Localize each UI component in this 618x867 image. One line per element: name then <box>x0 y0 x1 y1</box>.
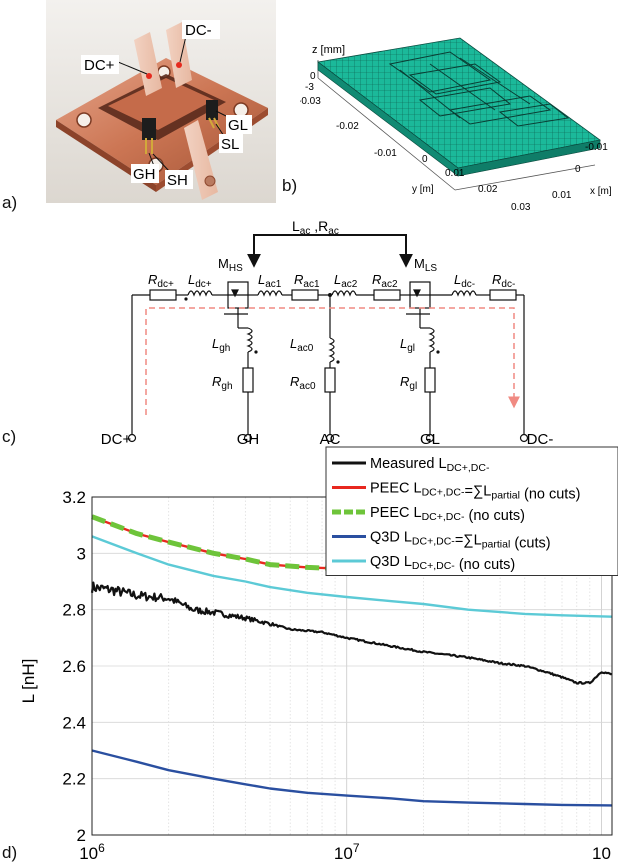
label-rac0: Rac0 <box>290 374 316 392</box>
label-dc-minus: DC- <box>185 22 212 39</box>
label-lac1: Lac1 <box>258 272 282 290</box>
y-tick-label: 2.8 <box>62 601 86 620</box>
label-ldcminus: Ldc- <box>454 272 475 290</box>
resistor-rgl <box>425 368 435 392</box>
label-mhs: MHS <box>218 256 243 274</box>
z-axis-label: z [mm] <box>312 44 345 56</box>
label-dc-plus: DC+ <box>84 57 115 74</box>
label-gl: GL <box>228 117 248 134</box>
resistor-rac1 <box>292 290 318 300</box>
x-tick-label: 107 <box>334 841 360 863</box>
inductor-lac0 <box>330 338 334 362</box>
z-tick-1: -3 <box>305 82 314 93</box>
inductor-lgh <box>248 328 252 352</box>
resistor-rac2 <box>374 290 400 300</box>
inductor-lgl <box>430 328 434 352</box>
chart-legend: Measured LDC+,DC- PEEC LDC+,DC-=∑Lpartial… <box>326 447 618 576</box>
loop-arrow <box>254 235 406 265</box>
resistor-rac0 <box>325 368 335 392</box>
mount-hole <box>77 113 91 127</box>
x-tick-label: 10 <box>592 844 611 863</box>
y-tick-label: 2.6 <box>62 657 86 676</box>
label-rac1: Rac1 <box>294 272 320 290</box>
x-axis-label: x [m] <box>590 186 612 197</box>
y-tick-label: 2.2 <box>62 770 86 789</box>
module-photo: DC+ DC- GL SL GH SH <box>46 0 276 203</box>
inductor-ldcminus <box>452 291 476 295</box>
label-lgl: Lgl <box>400 336 415 354</box>
label-mls: MLS <box>414 256 437 274</box>
inductor-ldcplus <box>188 291 212 295</box>
y-tick-label: 2.4 <box>62 713 86 732</box>
label-ldcplus: Ldc+ <box>188 272 212 290</box>
label-lgh: Lgh <box>212 336 230 354</box>
z-tick-0: 0 <box>310 71 316 82</box>
y-axis-label: y [m] <box>412 184 434 195</box>
mesh-model: z [mm] 0 -3 -0.03 -0.02 -0.01 0 0.01 0.0… <box>300 0 618 215</box>
y-tick-label: 3.2 <box>62 488 86 507</box>
inductor-lac1 <box>258 291 282 295</box>
panel-label-b: b) <box>282 176 297 196</box>
x-tick: -0.01 <box>585 142 608 153</box>
inductance-chart: 2 2.2 2.4 2.6 2.8 3 3.2 106 107 10 f [Hz] L [nH] Me… <box>0 445 618 867</box>
x-tick: 0.01 <box>552 190 572 201</box>
y-tick: -0.01 <box>374 148 397 159</box>
gate-connector-ls <box>206 100 218 120</box>
label-rdcminus: Rdc- <box>492 272 515 290</box>
y-tick-label: 2 <box>77 826 86 845</box>
equivalent-circuit: Lac ,Rac <box>0 210 618 450</box>
mount-hole <box>234 103 248 117</box>
y-tick: -0.02 <box>336 121 359 132</box>
label-rgl: Rgl <box>400 374 417 392</box>
label-sl: SL <box>221 136 239 153</box>
resistor-rdcminus <box>490 290 516 300</box>
y-tick: 0.01 <box>445 168 465 179</box>
y-axis-label: L [nH] <box>19 659 38 704</box>
gate-connector-hs <box>142 118 156 140</box>
label-rgh: Rgh <box>212 374 233 392</box>
label-rdcplus: Rdc+ <box>148 272 174 290</box>
label-gh: GH <box>133 166 156 183</box>
y-tick-label: 3 <box>77 544 86 563</box>
y-tick: 0 <box>422 154 428 165</box>
label-rac2: Rac2 <box>372 272 398 290</box>
resistor-rgh <box>243 368 253 392</box>
y-tick: 0.02 <box>478 184 498 195</box>
x-tick-label: 106 <box>79 841 105 863</box>
dc-minus-marker <box>176 62 182 68</box>
label-lac0: Lac0 <box>290 336 314 354</box>
label-lac2: Lac2 <box>334 272 358 290</box>
label-sh: SH <box>167 172 188 189</box>
y-tick: -0.03 <box>300 96 321 107</box>
inductor-lac2 <box>332 291 356 295</box>
resistor-rdcplus <box>150 290 176 300</box>
x-tick: 0 <box>575 164 581 175</box>
